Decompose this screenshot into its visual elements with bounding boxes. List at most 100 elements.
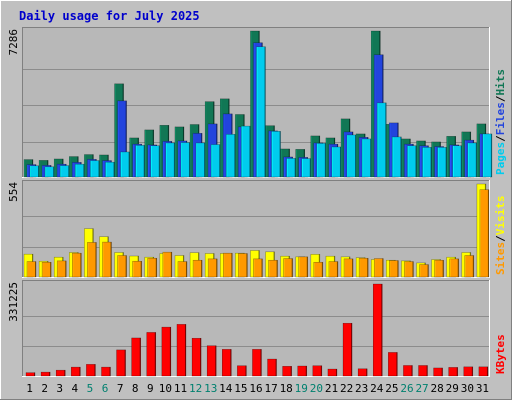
bar-kbytes-day-17: [267, 358, 277, 377]
x-tick-label-day-26: 26: [400, 382, 413, 395]
x-tick-label-day-27: 27: [415, 382, 428, 395]
bar-sites-day-26: [404, 261, 414, 278]
bar-sites-day-31: [479, 189, 490, 278]
bar-sites-day-7: [117, 255, 127, 278]
bar-pages-day-24: [376, 102, 387, 178]
bar-sites-day-14: [223, 252, 233, 278]
bar-kbytes-day-7: [116, 349, 126, 377]
legend-pages: Pages: [494, 142, 507, 175]
bar-pages-day-30: [467, 142, 478, 178]
bar-kbytes-day-18: [282, 366, 292, 377]
bar-kbytes-day-1: [25, 372, 36, 377]
series-legend: KBytes: [494, 334, 507, 374]
bar-sites-day-6: [102, 241, 112, 278]
bar-kbytes-day-13: [206, 345, 217, 377]
bar-pages-day-16: [256, 46, 266, 178]
legend-separator: /: [494, 95, 507, 102]
x-tick-label-day-14: 14: [219, 382, 233, 395]
x-tick-label-day-12: 12: [189, 382, 202, 395]
x-tick-label-day-15: 15: [234, 382, 247, 395]
bar-kbytes-day-12: [191, 337, 202, 377]
chart-title: Daily usage for July 2025: [19, 9, 200, 23]
bar-kbytes-day-15: [237, 365, 247, 377]
bar-sites-day-17: [268, 259, 278, 278]
bar-sites-day-4: [72, 252, 82, 278]
bar-kbytes-day-28: [433, 367, 443, 377]
x-tick-label-day-28: 28: [431, 382, 444, 395]
legend-sites: Sites: [494, 242, 507, 275]
bar-pages-day-15: [241, 125, 251, 178]
bar-kbytes-day-29: [448, 367, 458, 377]
bar-sites-day-20: [313, 261, 324, 278]
bar-pages-day-1: [29, 165, 40, 178]
chart-panels: 7286Pages/Files/Hits554Sites/Visits33122…: [7, 27, 507, 377]
bar-sites-day-21: [328, 261, 339, 278]
bar-kbytes-day-27: [418, 365, 428, 377]
bar-pages-day-20: [316, 143, 327, 178]
bar-sites-day-12: [192, 259, 203, 278]
bar-sites-day-25: [389, 260, 399, 278]
x-tick-label-day-4: 4: [72, 382, 79, 395]
x-tick-label-day-11: 11: [174, 382, 187, 395]
bar-pages-day-9: [150, 145, 161, 178]
x-tick-label-day-1: 1: [26, 382, 33, 395]
x-tick-label-day-22: 22: [340, 382, 353, 395]
legend-files: Files: [494, 102, 507, 135]
bar-pages-day-2: [44, 166, 55, 178]
bar-pages-day-19: [301, 158, 311, 178]
y-axis-max-label: 554: [7, 182, 20, 202]
legend-kbytes: KBytes: [494, 334, 507, 374]
x-tick-label-day-29: 29: [446, 382, 459, 395]
bar-sites-day-10: [162, 251, 173, 278]
x-tick-label-day-9: 9: [147, 382, 154, 395]
x-axis-day-labels: 1 2 3 4 5 6 7 8 9 10 11 12 13 14 15 16 17 18 19 20 21 22 23 24 2…: [26, 382, 489, 395]
bar-pages-day-14: [226, 134, 236, 178]
bar-kbytes-day-23: [357, 368, 368, 377]
bar-kbytes-day-21: [327, 368, 338, 377]
bar-sites-day-24: [373, 258, 384, 278]
x-tick-label-day-6: 6: [102, 382, 109, 395]
bar-kbytes-day-5: [86, 364, 96, 377]
bar-sites-day-27: [419, 264, 429, 278]
bar-sites-day-13: [207, 258, 218, 278]
bar-sites-day-15: [238, 253, 248, 278]
x-tick-label-day-25: 25: [385, 382, 398, 395]
bar-kbytes-day-9: [146, 332, 157, 377]
bar-sites-day-28: [434, 259, 444, 278]
x-tick-label-day-2: 2: [41, 382, 48, 395]
x-tick-label-day-30: 30: [461, 382, 474, 395]
bar-sites-day-1: [26, 261, 37, 278]
bar-kbytes-day-14: [222, 349, 232, 377]
bar-sites-day-11: [177, 261, 188, 278]
bar-kbytes-day-22: [342, 322, 353, 377]
legend-hits: Hits: [494, 69, 507, 96]
bar-kbytes-day-20: [312, 365, 323, 377]
bar-kbytes-day-4: [71, 366, 81, 377]
x-tick-label-day-3: 3: [56, 382, 63, 395]
bar-pages-day-3: [59, 165, 70, 178]
bar-sites-day-2: [41, 261, 52, 278]
y-axis-max-label: 331225: [7, 282, 20, 322]
x-tick-label-day-23: 23: [355, 382, 368, 395]
bar-pages-day-23: [361, 138, 372, 178]
bar-sites-day-19: [298, 256, 308, 278]
bar-sites-day-30: [464, 255, 475, 278]
bar-pages-day-25: [392, 136, 402, 178]
bar-kbytes-day-16: [252, 349, 262, 377]
bar-sites-day-29: [449, 258, 459, 278]
bar-kbytes-day-8: [131, 337, 141, 377]
bar-sites-day-9: [147, 257, 158, 278]
bar-pages-day-4: [75, 163, 85, 178]
bar-sites-day-18: [283, 258, 293, 278]
bar-kbytes-day-11: [176, 324, 187, 377]
bar-kbytes-day-10: [161, 326, 172, 377]
series-legend: Sites/Visits: [494, 196, 507, 276]
bar-pages-day-7: [120, 151, 130, 178]
x-tick-label-day-10: 10: [159, 382, 172, 395]
bar-pages-day-27: [422, 147, 432, 178]
panel-kbytes: 331225 KBytes: [7, 280, 507, 377]
x-tick-label-day-17: 17: [264, 382, 277, 395]
bar-kbytes-day-19: [297, 365, 307, 377]
